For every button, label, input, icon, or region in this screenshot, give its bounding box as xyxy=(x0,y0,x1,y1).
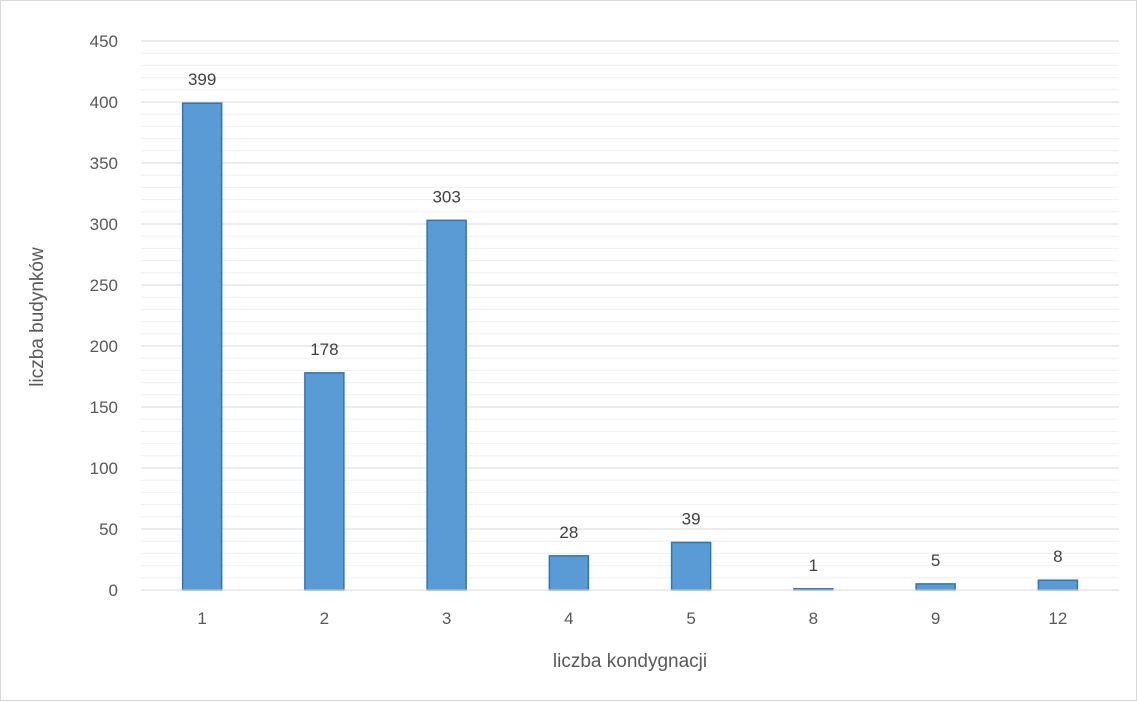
bars xyxy=(181,102,1079,591)
major-gridlines xyxy=(141,40,1119,530)
data-label: 178 xyxy=(310,340,338,359)
y-tick-label: 50 xyxy=(99,520,118,539)
y-tick-label: 200 xyxy=(90,337,118,356)
bar xyxy=(1037,579,1079,591)
data-label: 28 xyxy=(559,523,578,542)
minor-gridlines xyxy=(141,52,1119,579)
x-tick-label: 4 xyxy=(564,609,573,628)
y-tick-label: 100 xyxy=(90,459,118,478)
x-tick-label: 3 xyxy=(442,609,451,628)
data-label: 39 xyxy=(682,509,701,528)
x-tick-label: 5 xyxy=(686,609,695,628)
bar xyxy=(670,541,712,591)
bar xyxy=(426,219,467,591)
y-tick-label: 350 xyxy=(90,154,118,173)
bar xyxy=(548,555,590,591)
data-labels: 399 178 303 28 39 1 5 8 xyxy=(188,70,1063,575)
data-label: 303 xyxy=(432,187,460,206)
bar xyxy=(304,372,345,591)
x-tick-label: 2 xyxy=(320,609,329,628)
y-tick-label: 450 xyxy=(90,32,118,51)
x-axis-title: liczba kondygnacji xyxy=(553,651,707,672)
y-tick-label: 300 xyxy=(90,215,118,234)
x-tick-label: 12 xyxy=(1048,609,1067,628)
data-label: 399 xyxy=(188,70,216,89)
y-tick-label: 150 xyxy=(90,398,118,417)
data-label: 1 xyxy=(809,556,818,575)
y-tick-labels: 0 50 100 150 200 250 300 350 400 450 xyxy=(90,32,118,600)
y-axis-title: liczba budynków xyxy=(27,247,48,387)
x-tick-label: 9 xyxy=(931,609,940,628)
y-tick-label: 250 xyxy=(90,276,118,295)
x-tick-label: 1 xyxy=(197,609,206,628)
y-tick-label: 0 xyxy=(109,581,118,600)
data-label: 5 xyxy=(931,551,940,570)
data-label: 8 xyxy=(1053,547,1062,566)
bar xyxy=(915,583,956,591)
x-tick-labels: 1 2 3 4 5 8 9 12 xyxy=(197,609,1067,628)
y-tick-label: 400 xyxy=(90,93,118,112)
x-tick-label: 8 xyxy=(809,609,818,628)
bar xyxy=(181,102,223,591)
